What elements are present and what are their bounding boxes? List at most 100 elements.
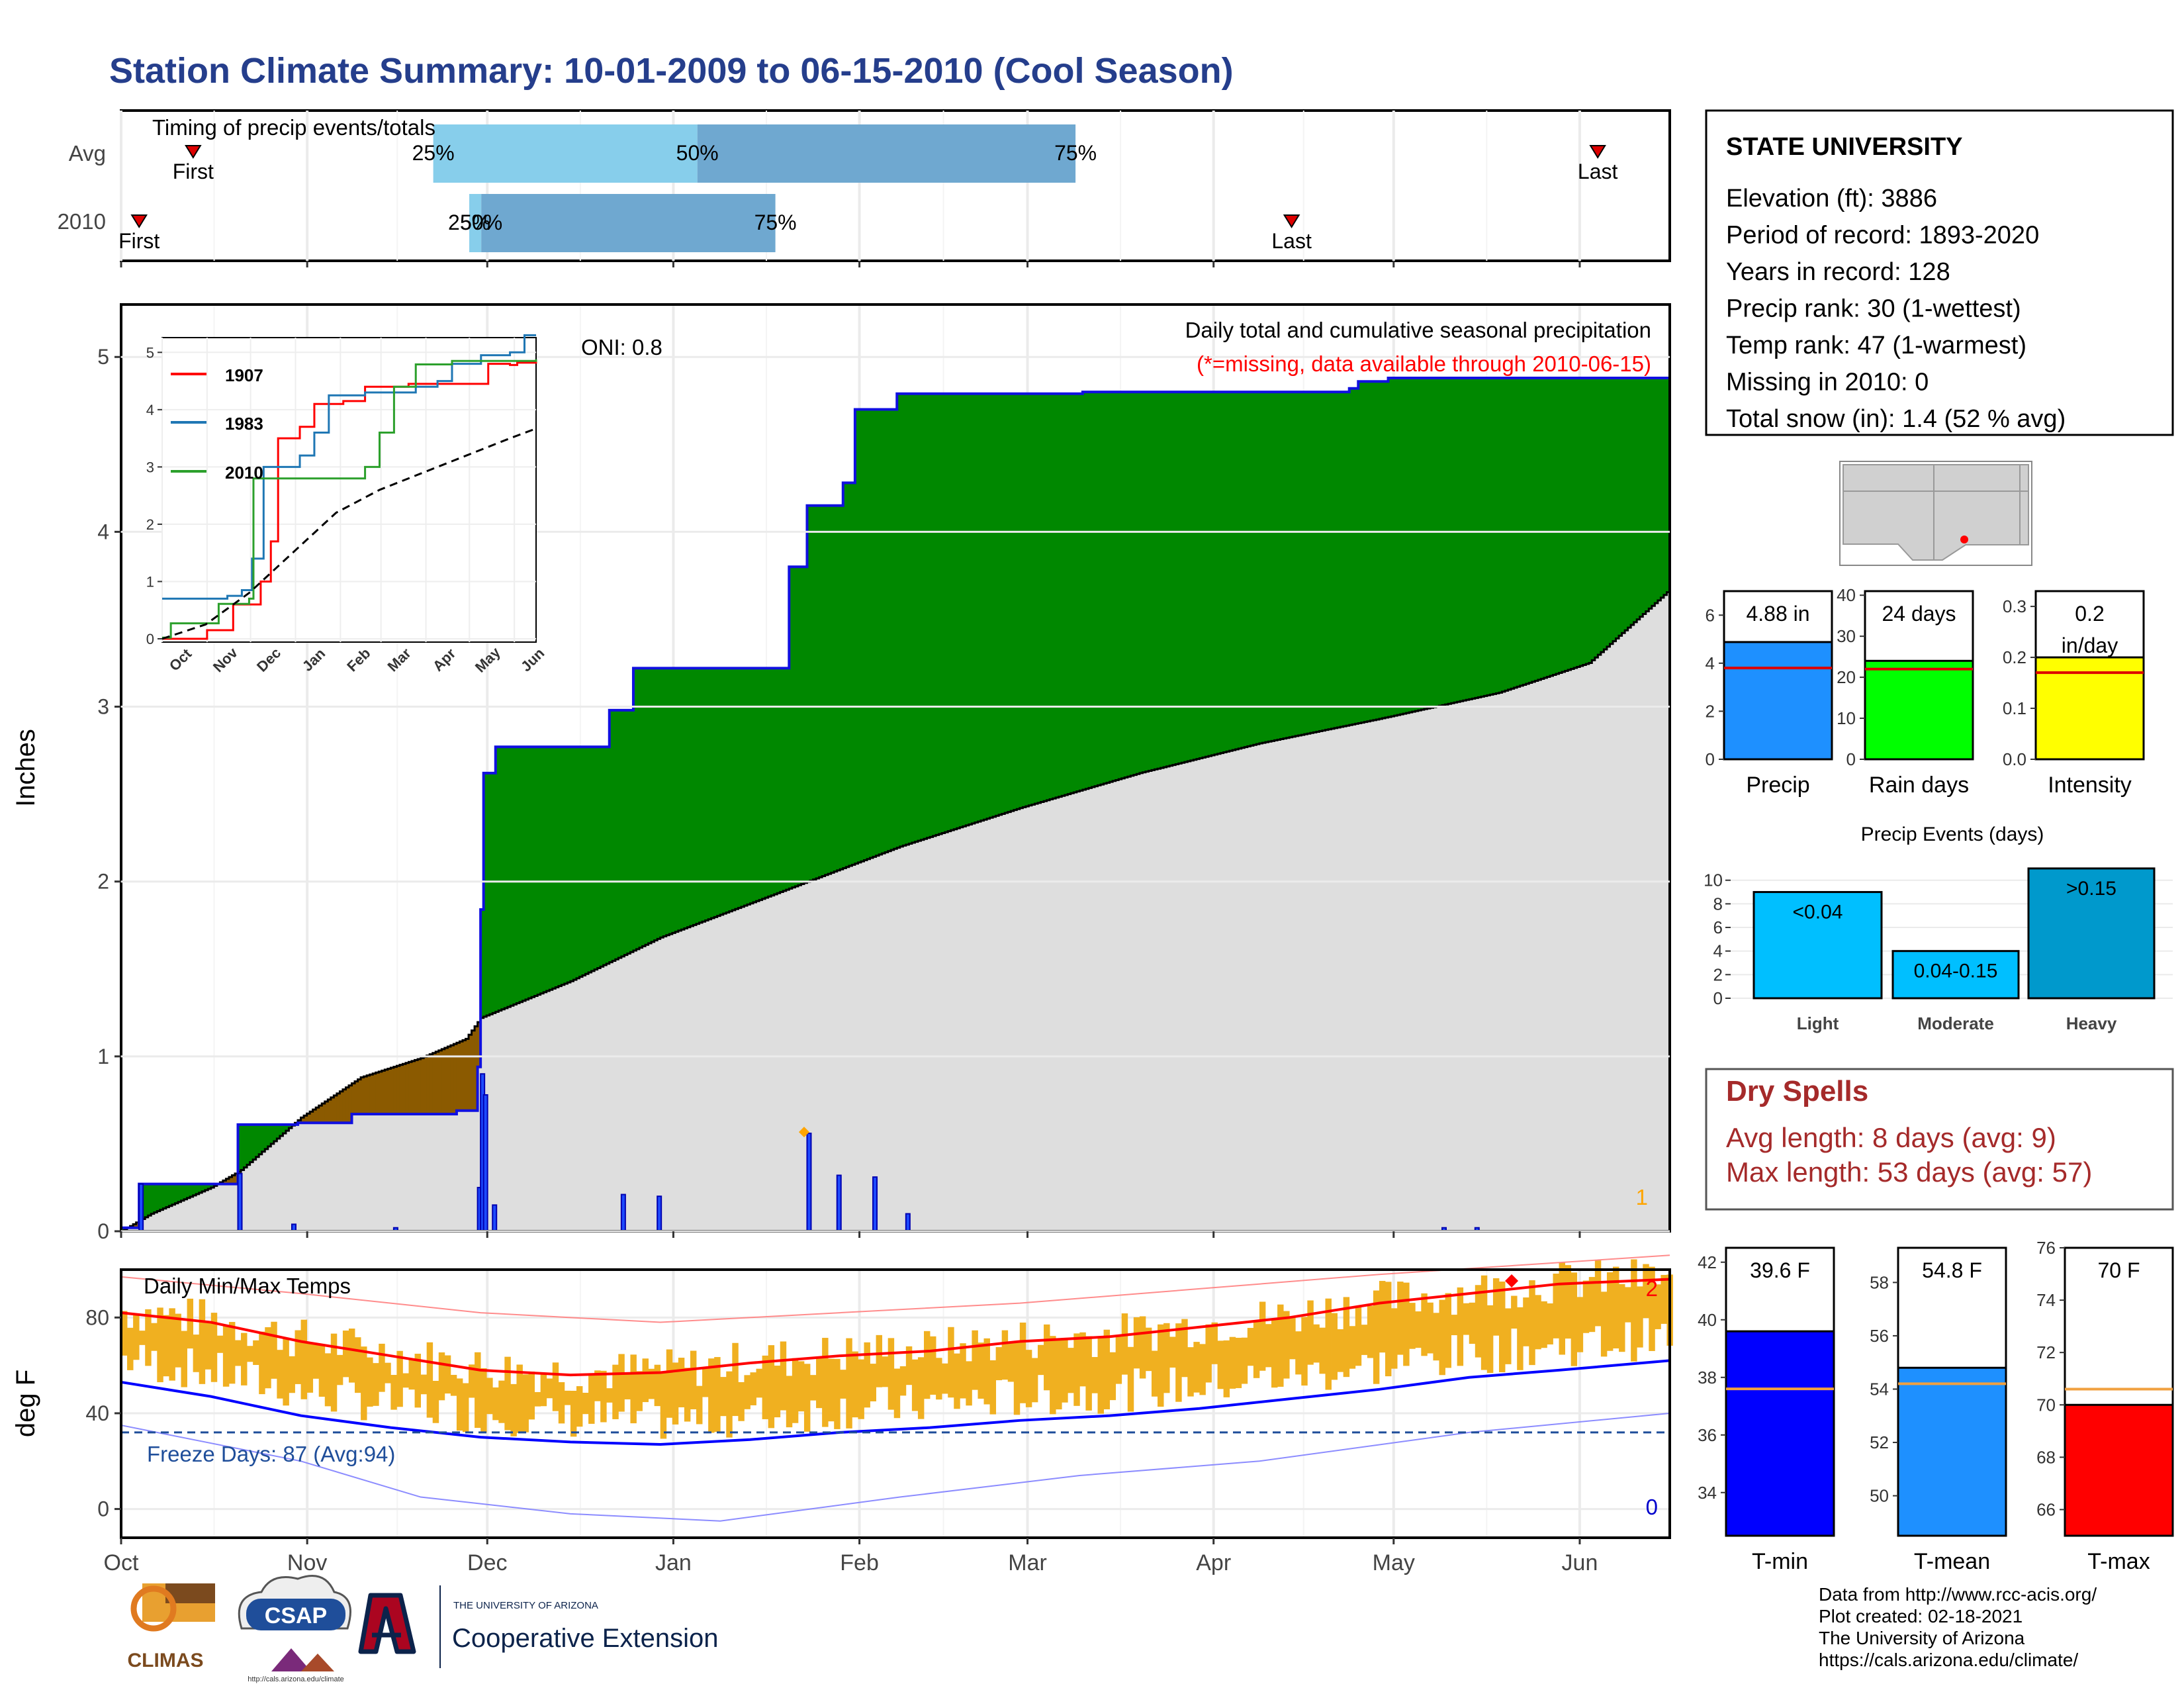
deficit-area <box>379 1071 383 1115</box>
surplus-area <box>1475 377 1479 698</box>
precip-missing-note: (*=missing, data available through 2010-… <box>1197 352 1651 376</box>
deficit-area <box>426 1055 430 1115</box>
surplus-area <box>1109 392 1113 782</box>
daily-temp-bar <box>803 1364 811 1432</box>
temp-line-avg-min <box>120 1359 1670 1446</box>
daily-temp-bar <box>564 1390 571 1405</box>
surplus-area <box>648 668 652 944</box>
surplus-area <box>1349 388 1353 726</box>
surplus-area <box>933 393 936 836</box>
mini-y-tick-label: 10 <box>1837 708 1856 728</box>
surplus-area <box>483 773 487 1017</box>
daily-temp-bar <box>768 1345 775 1429</box>
surplus-area <box>983 393 987 820</box>
surplus-area <box>1190 392 1194 761</box>
surplus-area <box>1472 377 1476 699</box>
surplus-area <box>165 1184 170 1207</box>
surplus-area <box>1025 393 1030 807</box>
daily-temp-bar <box>187 1298 194 1349</box>
daily-temp-bar <box>480 1368 487 1433</box>
surplus-area <box>163 1184 167 1209</box>
inset-y-tick-label: 2 <box>146 516 154 533</box>
temperature-panel: 0 40 80 deg F Daily Min/Max Temps Freeze D… <box>11 1254 1673 1539</box>
surplus-area <box>1549 377 1554 676</box>
deficit-area <box>369 1074 373 1115</box>
daily-temp-bar <box>1193 1342 1200 1393</box>
surplus-area <box>558 747 562 986</box>
daily-temp-bar <box>330 1333 338 1412</box>
daily-temp-bar <box>1001 1330 1009 1380</box>
deficit-area <box>402 1064 406 1115</box>
surplus-area <box>864 409 868 861</box>
surplus-area <box>1280 392 1284 739</box>
surplus-area <box>816 505 820 878</box>
daily-temp-bar <box>1643 1264 1649 1319</box>
surplus-area <box>1229 392 1233 751</box>
daily-temp-bar <box>408 1358 415 1390</box>
surplus-area <box>765 668 769 898</box>
surplus-area <box>1663 377 1668 595</box>
daily-temp-bar <box>978 1342 984 1399</box>
surplus-area <box>567 747 571 983</box>
deficit-area <box>304 1115 308 1123</box>
daily-temp-bar <box>1486 1305 1494 1374</box>
daily-temp-bar <box>133 1314 140 1360</box>
surplus-area <box>1643 377 1647 614</box>
surplus-area <box>1238 392 1242 749</box>
station-info-box: STATE UNIVERSITY Elevation (ft): 3886 Per… <box>1705 109 2174 436</box>
daily-temp-bar <box>1062 1337 1068 1403</box>
surplus-area <box>1454 377 1458 703</box>
surplus-area <box>905 393 909 845</box>
surplus-area <box>735 668 739 910</box>
daily-temp-bar <box>876 1335 883 1387</box>
daily-temp-bar <box>1480 1275 1488 1370</box>
deficit-area <box>418 1058 422 1115</box>
mini-value-label: 39.6 F <box>1750 1258 1810 1282</box>
deficit-area <box>393 1066 398 1115</box>
surplus-area <box>1247 392 1251 747</box>
station-info-line: Precip rank: 30 (1-wettest) <box>1726 295 2021 323</box>
deficit-area <box>408 1062 412 1115</box>
surplus-area <box>714 668 718 917</box>
deficit-area <box>450 1045 454 1115</box>
deficit-area <box>312 1109 316 1123</box>
surplus-area <box>1241 392 1245 748</box>
daily-temp-bar <box>306 1342 314 1393</box>
surplus-area <box>831 505 835 873</box>
deficit-area <box>471 1030 475 1111</box>
events-bar-moderate <box>1891 950 2020 1000</box>
surplus-area <box>121 1227 125 1231</box>
daily-temp-bar <box>540 1373 547 1407</box>
surplus-area <box>950 393 954 831</box>
surplus-area <box>1586 377 1590 665</box>
deficit-area <box>414 1060 418 1115</box>
mini-y-tick-label: 42 <box>1698 1252 1717 1272</box>
deficit-area <box>381 1070 385 1115</box>
surplus-area <box>1307 392 1311 734</box>
daily-temp-bar <box>816 1357 823 1409</box>
surplus-area <box>1202 392 1206 758</box>
daily-temp-bar <box>1343 1297 1350 1378</box>
mini-category-label: T-mean <box>1914 1549 1990 1574</box>
surplus-area <box>995 393 999 816</box>
surplus-area <box>1364 381 1368 722</box>
surplus-area <box>705 668 709 921</box>
surplus-area <box>1537 377 1541 680</box>
surplus-area <box>651 668 655 942</box>
timing-2010-first-marker <box>130 214 148 228</box>
mini-y-tick-label: 68 <box>2036 1447 2056 1467</box>
surplus-area <box>159 1184 163 1210</box>
surplus-area <box>780 668 784 892</box>
surplus-area <box>786 668 790 890</box>
surplus-area <box>1615 377 1619 639</box>
surplus-area <box>1424 377 1428 710</box>
surplus-area <box>1050 393 1054 800</box>
surplus-area <box>1124 392 1128 778</box>
events-category-label: Light <box>1797 1013 1839 1033</box>
surplus-area <box>154 1184 158 1213</box>
deficit-area <box>342 1089 347 1123</box>
daily-temp-bar <box>966 1361 972 1406</box>
surplus-area <box>1142 392 1146 773</box>
surplus-area <box>750 668 754 904</box>
daily-temp-bar <box>1103 1329 1111 1409</box>
